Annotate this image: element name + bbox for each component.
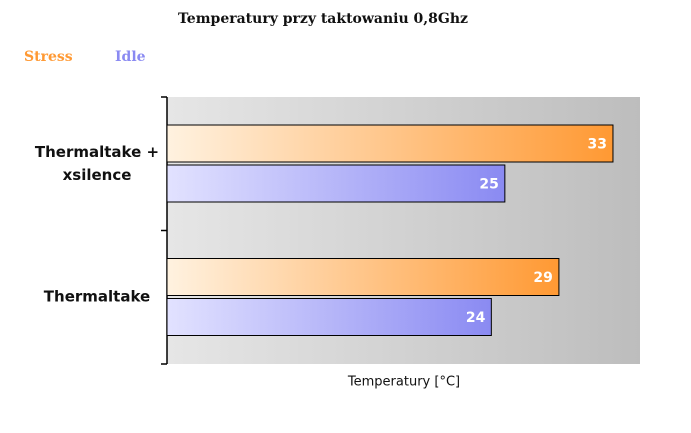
data-label: 25 [479, 177, 498, 193]
legend-label: Idle [115, 49, 146, 65]
data-label: 33 [587, 137, 606, 153]
bar [166, 164, 506, 203]
data-label: 29 [533, 270, 552, 286]
bar [166, 258, 560, 296]
bar [166, 124, 614, 163]
y-tick-label: Thermaltake + xsilence [34, 142, 160, 184]
legend-label: Stress [24, 49, 73, 65]
bar [166, 298, 492, 336]
chart-title: Temperatury przy taktowaniu 0,8Ghz [178, 11, 468, 27]
x-axis-label: Temperatury [°C] [347, 375, 460, 390]
y-tick-label: Thermaltake [43, 287, 151, 306]
data-label: 24 [466, 310, 486, 326]
